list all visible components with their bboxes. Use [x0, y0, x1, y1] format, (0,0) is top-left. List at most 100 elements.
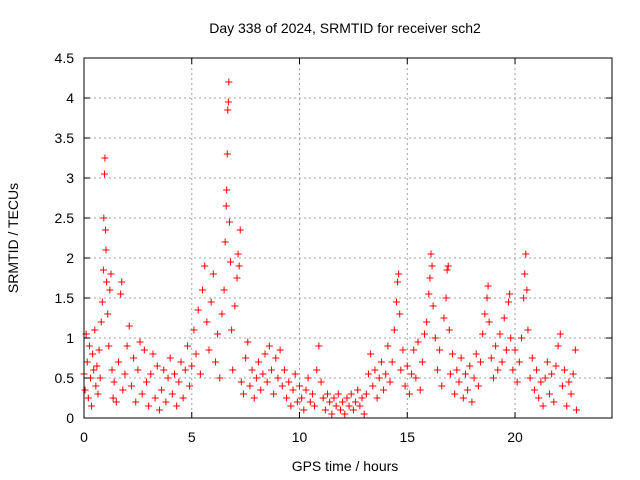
data-point [472, 350, 480, 358]
data-point [515, 358, 523, 366]
data-point [229, 366, 237, 374]
data-point [485, 318, 493, 326]
data-point [494, 366, 502, 374]
data-point [92, 382, 100, 390]
data-point [360, 410, 368, 418]
data-point [466, 362, 474, 370]
x-tick-labels: 0 5 10 15 20 [80, 429, 523, 445]
data-point [421, 330, 429, 338]
data-point [446, 370, 454, 378]
data-point [83, 358, 91, 366]
data-point [304, 374, 312, 382]
data-point [164, 374, 172, 382]
data-point [136, 338, 144, 346]
data-point [125, 322, 133, 330]
data-point [88, 402, 96, 410]
data-point [347, 390, 355, 398]
data-point [236, 226, 244, 234]
data-point [302, 386, 310, 394]
data-point [234, 250, 242, 258]
x-tick-label: 0 [80, 429, 88, 445]
data-point [500, 314, 508, 322]
data-point [106, 286, 114, 294]
data-point [153, 362, 161, 370]
data-point [90, 366, 98, 374]
y-tick-labels: 0 0.5 1 1.5 2 2.5 3 3.5 4 4.5 [55, 50, 75, 426]
chart-title: Day 338 of 2024, SRMTID for receiver sch… [209, 20, 481, 36]
data-point [162, 398, 170, 406]
data-point [548, 370, 556, 378]
data-point [474, 382, 482, 390]
data-point [145, 402, 153, 410]
data-point [207, 298, 215, 306]
data-point [186, 382, 194, 390]
data-point [140, 346, 148, 354]
data-point [130, 354, 138, 362]
data-point [99, 266, 107, 274]
data-point [367, 350, 375, 358]
data-point [396, 310, 404, 318]
data-point [487, 354, 495, 362]
data-point [369, 382, 377, 390]
x-tick-label: 20 [507, 429, 523, 445]
data-point [552, 362, 560, 370]
data-point [371, 366, 379, 374]
data-point [345, 402, 353, 410]
data-point [535, 394, 543, 402]
data-point [546, 390, 554, 398]
data-point [94, 390, 102, 398]
data-point [470, 374, 478, 382]
data-point [511, 346, 519, 354]
data-point [183, 342, 191, 350]
data-point [205, 346, 213, 354]
data-point [109, 394, 117, 402]
data-point [194, 306, 202, 314]
data-point [315, 342, 323, 350]
data-point [114, 358, 122, 366]
data-point [214, 330, 222, 338]
data-point [444, 262, 452, 270]
data-point [498, 358, 506, 366]
data-point [427, 250, 435, 258]
data-point [382, 370, 390, 378]
data-point [526, 374, 534, 382]
data-point [343, 394, 351, 402]
data-point [484, 282, 492, 290]
data-point [523, 286, 531, 294]
data-point [220, 286, 228, 294]
data-point [252, 374, 260, 382]
data-points [80, 78, 580, 418]
data-point [225, 78, 233, 86]
data-point [506, 290, 514, 298]
data-point [563, 402, 571, 410]
data-point [440, 314, 448, 322]
data-point [395, 270, 403, 278]
data-point [509, 366, 517, 374]
y-tick-label: 2.5 [55, 210, 75, 226]
data-point [449, 350, 457, 358]
data-point [112, 398, 120, 406]
data-point [147, 370, 155, 378]
data-point [362, 390, 370, 398]
data-point [100, 214, 108, 222]
data-point [505, 298, 513, 306]
gridlines [84, 58, 612, 418]
data-point [349, 406, 357, 414]
data-point [373, 394, 381, 402]
data-point [201, 262, 209, 270]
data-point [102, 226, 110, 234]
data-point [380, 386, 388, 394]
data-point [272, 354, 280, 362]
data-point [179, 394, 187, 402]
data-point [392, 298, 400, 306]
data-point [228, 326, 236, 334]
data-point [428, 262, 436, 270]
y-axis-title: SRMTID / TECUs [5, 183, 21, 293]
data-point [85, 342, 93, 350]
data-point [127, 382, 135, 390]
data-point [231, 302, 239, 310]
x-axis-title: GPS time / hours [292, 458, 399, 474]
data-point [530, 386, 538, 394]
data-point [317, 378, 325, 386]
data-point [223, 150, 231, 158]
